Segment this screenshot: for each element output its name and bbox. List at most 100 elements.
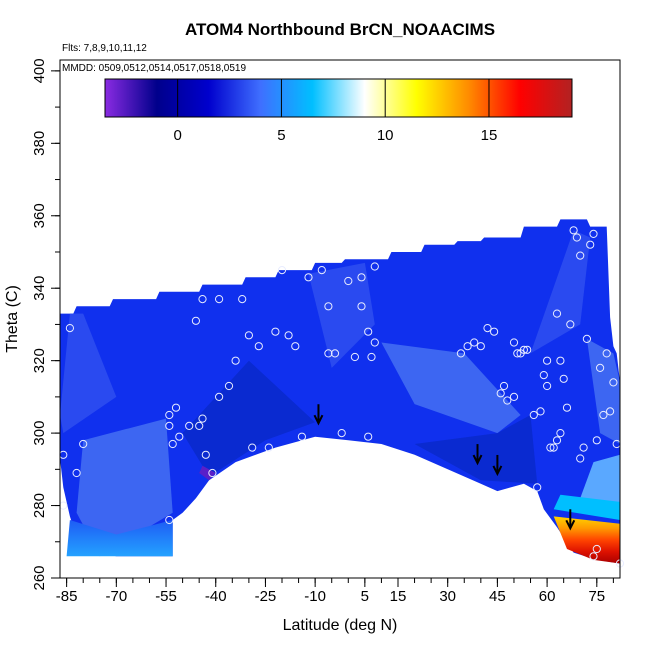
sample-point	[198, 295, 207, 304]
sample-point	[589, 552, 598, 561]
sample-points	[59, 226, 625, 568]
sample-point	[609, 378, 618, 387]
x-axis: -85 -70 -55 -40 -25 -10 5 15 30 45 60 75	[56, 578, 614, 605]
arrow-head-2	[492, 465, 503, 477]
y-axis: 260 280 300 320 340 360 380 400	[31, 58, 60, 591]
sample-point	[552, 436, 562, 445]
field-patch-lowband	[66, 520, 173, 557]
x-tick-label-30: 30	[439, 588, 456, 605]
sample-point	[165, 410, 174, 420]
sample-point	[599, 410, 608, 420]
y-axis-label: Theta (C)	[4, 285, 21, 353]
colorbar-tick-label-0: 0	[173, 127, 181, 144]
chart-dates-label: MMDD: 0509,0512,0514,0517,0518,0519	[62, 63, 246, 74]
sample-point	[215, 295, 224, 304]
sample-point	[224, 381, 234, 391]
sample-point	[208, 468, 217, 478]
sample-point	[592, 436, 601, 445]
y-tick-label-280: 280	[31, 493, 48, 518]
heatmap-field	[60, 219, 620, 564]
sample-point	[496, 389, 505, 398]
sample-point	[592, 544, 601, 554]
sample-point	[509, 392, 519, 401]
sample-point	[168, 439, 177, 449]
x-tick-label--85: -85	[56, 588, 78, 605]
field-patch-southwest	[76, 418, 173, 557]
chart-title: ATOM4 Northbound BrCN_NOAACIMS	[185, 20, 495, 39]
arrow-head-3	[565, 519, 576, 531]
x-tick-label--25: -25	[255, 588, 277, 605]
colorbar-ticks: 0 5 10 15	[173, 79, 497, 144]
arrow-markers	[313, 404, 576, 531]
sample-point	[582, 334, 592, 343]
sample-point	[65, 324, 75, 333]
x-tick-label--10: -10	[304, 588, 326, 605]
sample-point	[463, 342, 472, 351]
sample-point	[562, 403, 572, 412]
sample-point	[536, 407, 545, 416]
sample-point	[215, 392, 224, 401]
sample-point	[543, 356, 552, 365]
y-tick-label-340: 340	[31, 276, 48, 301]
sample-point	[589, 229, 598, 238]
x-tick-label-15: 15	[390, 588, 407, 605]
sample-point	[59, 501, 68, 510]
colorbar-tick-label-5: 5	[277, 127, 285, 144]
chart-flights-label: Flts: 7,8,9,10,11,12	[62, 43, 147, 54]
sample-point	[344, 276, 353, 286]
sample-point	[244, 331, 253, 340]
sample-point	[549, 443, 558, 452]
sample-point	[79, 439, 88, 449]
sample-point	[195, 421, 204, 430]
field-patch-trough	[414, 415, 538, 484]
sample-point	[364, 327, 373, 336]
sample-point	[476, 342, 485, 351]
sample-point	[586, 240, 595, 249]
sample-point	[350, 352, 359, 362]
sample-point	[370, 262, 379, 271]
sample-point	[337, 429, 346, 438]
sample-point	[317, 266, 326, 275]
x-axis-label: Latitude (deg N)	[283, 617, 398, 634]
sample-point	[201, 450, 210, 459]
sample-point	[231, 356, 240, 365]
sample-point	[284, 331, 293, 340]
sample-point	[291, 342, 300, 351]
sample-point	[566, 320, 575, 329]
field-patch-ridge	[308, 262, 375, 368]
sample-point	[602, 349, 611, 358]
sample-point	[576, 454, 585, 463]
x-tick-label-75: 75	[588, 588, 605, 605]
sample-point	[271, 327, 280, 336]
sample-point	[264, 443, 273, 452]
sample-point	[533, 483, 542, 492]
sample-point	[519, 345, 529, 354]
sample-point	[503, 396, 512, 405]
sample-point	[499, 381, 509, 391]
field-patch-north-strip	[530, 230, 591, 354]
sample-point	[596, 363, 605, 372]
y-tick-label-360: 360	[31, 203, 48, 228]
field-patch-hot	[553, 516, 620, 564]
field-patch-center-dark	[182, 360, 316, 477]
sample-point	[490, 327, 499, 336]
sample-point	[297, 432, 306, 441]
sample-point	[513, 349, 522, 358]
x-tick-label--55: -55	[155, 588, 177, 605]
y-tick-label-300: 300	[31, 421, 48, 446]
sample-point	[277, 266, 287, 275]
plot-frame	[59, 59, 621, 579]
sample-point	[523, 345, 532, 354]
sample-point	[569, 226, 578, 235]
sample-point	[539, 371, 548, 380]
x-tick-label--70: -70	[105, 588, 127, 605]
sample-point	[191, 316, 200, 325]
field-patch-mid-east	[381, 342, 521, 434]
y-tick-label-320: 320	[31, 348, 48, 373]
x-tick-label-5: 5	[361, 588, 369, 605]
sample-point	[304, 273, 313, 282]
sample-point	[175, 432, 184, 441]
sample-point	[165, 515, 174, 525]
sample-point	[576, 251, 585, 260]
